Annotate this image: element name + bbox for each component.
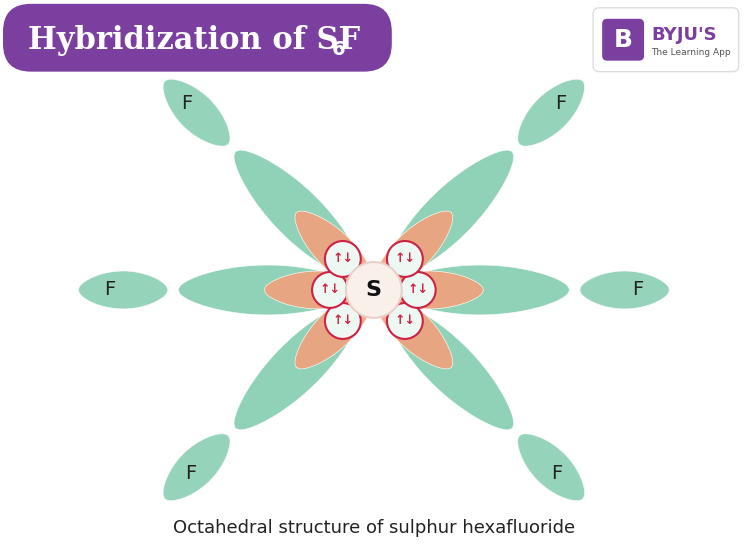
Text: F: F [632, 281, 644, 300]
Polygon shape [384, 150, 514, 280]
Circle shape [400, 272, 436, 308]
Text: Hybridization of SF: Hybridization of SF [28, 25, 360, 56]
Circle shape [312, 272, 348, 308]
Polygon shape [517, 434, 584, 501]
Polygon shape [178, 265, 357, 315]
Polygon shape [295, 288, 376, 369]
Polygon shape [163, 434, 230, 501]
Text: F: F [551, 464, 562, 483]
Text: 6: 6 [332, 40, 345, 59]
Text: ↑↓: ↑↓ [394, 315, 415, 328]
Polygon shape [384, 300, 514, 430]
Text: B: B [614, 28, 632, 52]
Polygon shape [234, 150, 363, 280]
Text: F: F [182, 94, 193, 113]
Polygon shape [374, 271, 484, 309]
Text: ↑↓: ↑↓ [394, 253, 415, 266]
Text: ↑↓: ↑↓ [333, 315, 353, 328]
Text: BYJU'S: BYJU'S [651, 26, 716, 44]
Text: S: S [366, 280, 382, 300]
Text: The Learning App: The Learning App [651, 48, 731, 57]
Circle shape [325, 241, 360, 277]
Circle shape [387, 303, 423, 339]
FancyBboxPatch shape [602, 19, 644, 61]
Text: ↑↓: ↑↓ [407, 283, 428, 296]
FancyBboxPatch shape [593, 8, 739, 72]
Text: F: F [104, 281, 116, 300]
Circle shape [325, 303, 360, 339]
Polygon shape [295, 211, 376, 291]
Circle shape [387, 241, 423, 277]
Polygon shape [264, 271, 374, 309]
Text: ↑↓: ↑↓ [319, 283, 340, 296]
Polygon shape [372, 288, 453, 369]
Text: F: F [185, 464, 196, 483]
Polygon shape [78, 271, 168, 309]
Text: ↑↓: ↑↓ [333, 253, 353, 266]
FancyBboxPatch shape [3, 4, 392, 72]
Polygon shape [580, 271, 669, 309]
Circle shape [346, 262, 402, 318]
Polygon shape [234, 300, 363, 430]
Text: F: F [555, 94, 566, 113]
Polygon shape [391, 265, 570, 315]
Text: Octahedral structure of sulphur hexafluoride: Octahedral structure of sulphur hexafluo… [173, 519, 575, 537]
Polygon shape [517, 79, 584, 146]
Polygon shape [163, 79, 230, 146]
Polygon shape [372, 211, 453, 291]
